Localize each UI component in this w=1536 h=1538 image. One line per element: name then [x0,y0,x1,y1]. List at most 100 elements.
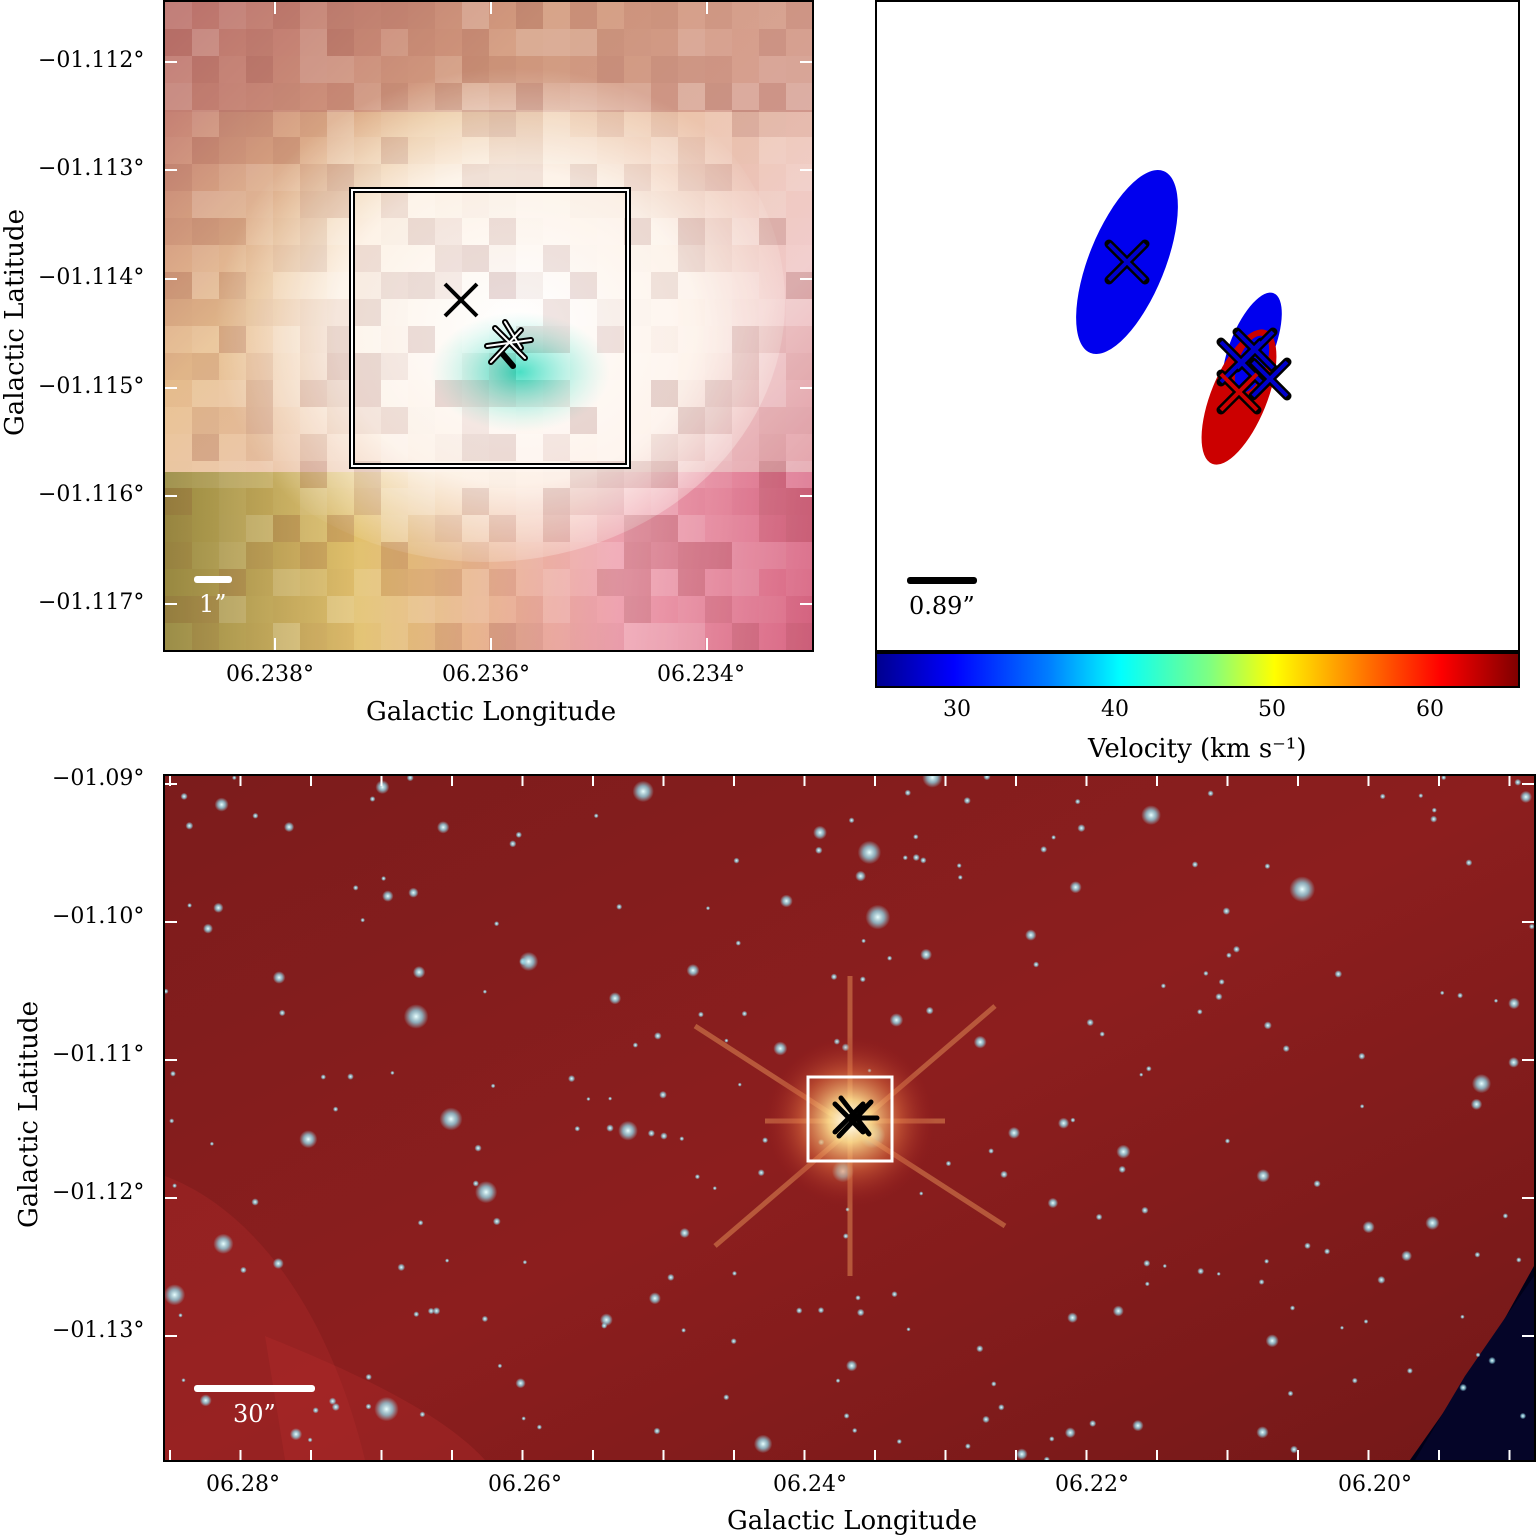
star [312,1407,319,1414]
scale-bar [194,1385,315,1392]
star [654,1032,662,1040]
star [1377,1275,1386,1284]
star [1289,876,1316,903]
star [857,840,882,865]
star [973,1035,987,1049]
star [1287,1390,1294,1397]
star [1290,1445,1298,1454]
star [1256,1169,1270,1183]
star [891,1291,898,1298]
star [988,1148,994,1154]
star [365,1373,372,1381]
star [1493,998,1499,1003]
star [1224,1138,1231,1144]
star [1118,1165,1126,1174]
star [732,1270,737,1276]
star [1334,970,1343,978]
star [586,1097,591,1101]
star [1141,805,1161,825]
star [835,1378,841,1383]
star [1256,1426,1269,1439]
star [1025,929,1037,941]
star [1197,1009,1203,1015]
star [328,1397,337,1405]
star [919,1191,924,1196]
star [419,1411,426,1418]
star [913,834,919,840]
star [272,1258,284,1269]
star [647,1129,655,1137]
star [1351,1377,1358,1384]
star [1064,1427,1076,1439]
star [1471,1074,1492,1094]
star [679,1227,690,1239]
star [1143,1259,1151,1267]
star [515,1378,526,1389]
star [213,1233,234,1254]
star [1146,1065,1152,1072]
star [1516,1257,1522,1263]
star [1358,1052,1366,1060]
star [922,776,943,788]
x-tick-label: 06.234° [657,662,745,687]
star [1263,1021,1272,1030]
star [1216,1271,1221,1276]
star [232,776,237,781]
star [902,855,908,861]
star [991,1381,997,1387]
star [169,1118,175,1124]
star [1203,970,1209,976]
star [1457,992,1463,999]
star [845,1207,850,1212]
star [1519,1412,1527,1420]
star [1475,1352,1481,1358]
star [659,1090,667,1099]
star [618,1120,638,1141]
star [1508,1057,1520,1068]
star [705,906,711,911]
y-tick-label: −01.117° [38,590,145,615]
star [1508,997,1520,1010]
star [1519,790,1532,803]
star [1379,793,1386,800]
star [406,776,414,782]
star [1058,1117,1070,1129]
y-tick-label: −01.12° [52,1180,145,1205]
star [983,776,991,781]
star [1258,1279,1265,1285]
star [852,1427,858,1434]
star [1047,1197,1059,1209]
star [1033,961,1040,968]
star [522,1260,528,1265]
star [1406,1367,1413,1374]
stars [165,776,1534,1460]
star [848,817,855,824]
star [1191,861,1199,868]
pixel-texture [165,2,812,650]
wide-field-panel: 30” [163,774,1536,1462]
star [360,917,365,923]
star [381,876,387,881]
star [1425,1216,1440,1230]
star [417,1220,424,1226]
star [1086,1018,1094,1027]
star [251,1198,259,1206]
star [1359,1104,1365,1109]
star [412,966,426,979]
star [920,857,927,864]
star [963,797,971,805]
star [855,870,866,882]
star [365,1403,372,1410]
star [632,780,654,803]
star [667,1273,675,1281]
star [757,1169,765,1177]
star [1051,835,1056,840]
star [509,840,517,848]
star [382,890,394,902]
star [180,792,188,800]
y-tick-label: −01.112° [38,48,145,73]
star [172,1183,177,1189]
star [289,1428,303,1441]
scale-bar [194,576,232,583]
colorbar-tick: 50 [1258,697,1286,722]
